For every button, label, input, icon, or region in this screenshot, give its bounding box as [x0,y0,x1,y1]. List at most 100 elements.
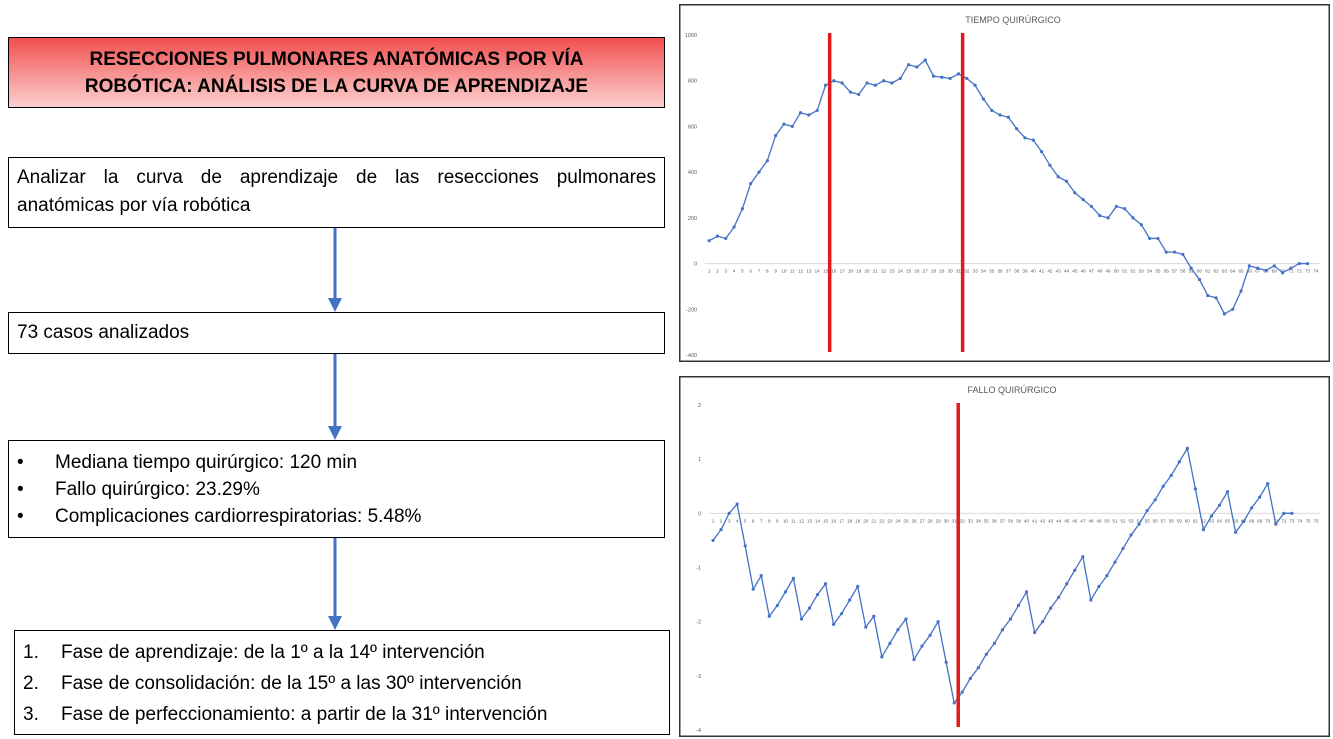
point [865,81,869,85]
point [1169,473,1173,478]
point [1161,484,1165,488]
point [1121,546,1125,551]
x-tick-label: 13 [807,518,813,523]
bullet: • [17,506,24,527]
x-tick-label: 7 [760,518,763,523]
point [759,574,763,578]
phase-item: 1. Fase de aprendizaje: de la 1º a la 14º… [23,637,661,668]
point [857,92,861,97]
x-tick-label: 24 [898,269,904,274]
x-tick-label: 15 [823,269,829,274]
point [1233,530,1238,534]
phase-item: 3. Fase de perfeccionamiento: a partir de… [23,699,661,730]
point [1056,175,1060,179]
point [1057,595,1061,599]
point [928,633,932,637]
x-tick-label: 64 [1230,269,1236,274]
point [1177,460,1181,464]
y-tick-label: 400 [688,170,697,176]
x-tick-label: 63 [1222,269,1228,274]
y-tick-label: -4 [696,728,701,734]
point [815,108,819,113]
point [740,207,744,211]
point [1256,266,1260,270]
x-tick-label: 69 [1272,269,1278,274]
x-tick-label: 28 [931,269,937,274]
point [1048,163,1052,167]
result-text: Fallo quirúrgico: 23.29% [55,479,260,500]
point [888,641,892,645]
point [872,614,876,618]
x-tick-label: 67 [1255,269,1261,274]
chart-title: FALLO QUIRÚRGICO [967,385,1056,395]
point [1081,555,1085,559]
x-tick-label: 45 [1064,518,1070,523]
point [1064,179,1069,183]
result-text: Complicaciones cardiorrespiratorias: 5.4… [55,506,422,527]
point [765,159,769,163]
x-tick-label: 44 [1064,269,1070,274]
x-tick-label: 41 [1039,269,1045,274]
x-tick-label: 33 [968,518,974,523]
y-tick-label: 800 [688,79,697,85]
point [1098,213,1102,218]
point [1105,574,1109,578]
point [944,660,948,664]
point [1264,268,1268,273]
point [1041,620,1045,624]
point [1032,630,1037,635]
point [1305,261,1310,266]
x-tick-label: 24 [895,518,901,523]
x-tick-label: 73 [1305,269,1311,274]
point [1031,138,1035,142]
x-tick-label: 22 [881,269,887,274]
x-tick-label: 9 [776,518,779,523]
x-tick-label: 55 [1155,269,1161,274]
x-tick-label: 30 [944,518,950,523]
point [968,676,972,681]
point [1214,296,1218,300]
point [1089,598,1093,602]
point [898,76,902,81]
x-tick-label: 3 [724,269,727,274]
point [823,83,828,87]
point [1129,533,1133,537]
point [1023,136,1027,140]
point [1089,204,1094,209]
x-tick-label: 74 [1313,269,1319,274]
x-tick-label: 49 [1106,269,1112,274]
x-tick-label: 10 [783,518,789,523]
bullet: • [17,479,24,500]
x-tick-label: 75 [1305,518,1311,523]
point [782,122,786,126]
x-tick-label: 5 [744,518,747,523]
point [767,614,771,618]
x-tick-label: 7 [758,269,761,274]
point [1156,236,1160,241]
x-tick-label: 43 [1048,518,1054,523]
x-tick-label: 35 [989,269,995,274]
point [1139,223,1143,227]
point [1222,312,1227,316]
point [1113,560,1117,564]
point [707,239,711,243]
chart: TIEMPO QUIRÚRGICO -400 -200 0 200 400 600 800 10… [679,4,1330,362]
point [880,655,884,659]
point [1289,266,1293,270]
point [1065,582,1069,586]
point [1266,481,1270,486]
chart-title: TIEMPO QUIRÚRGICO [965,15,1061,25]
x-tick-label: 20 [863,518,869,523]
x-tick-label: 16 [831,518,837,523]
x-tick-label: 50 [1114,269,1120,274]
y-tick-label: 200 [688,216,697,222]
point [727,511,731,515]
x-tick-label: 65 [1225,518,1231,523]
x-tick-label: 52 [1130,269,1136,274]
point [1209,514,1214,518]
point [783,590,787,594]
result-item: • Fallo quirúrgico: 23.29% [17,476,656,503]
y-tick-label: 1 [698,457,701,463]
point [896,628,900,632]
